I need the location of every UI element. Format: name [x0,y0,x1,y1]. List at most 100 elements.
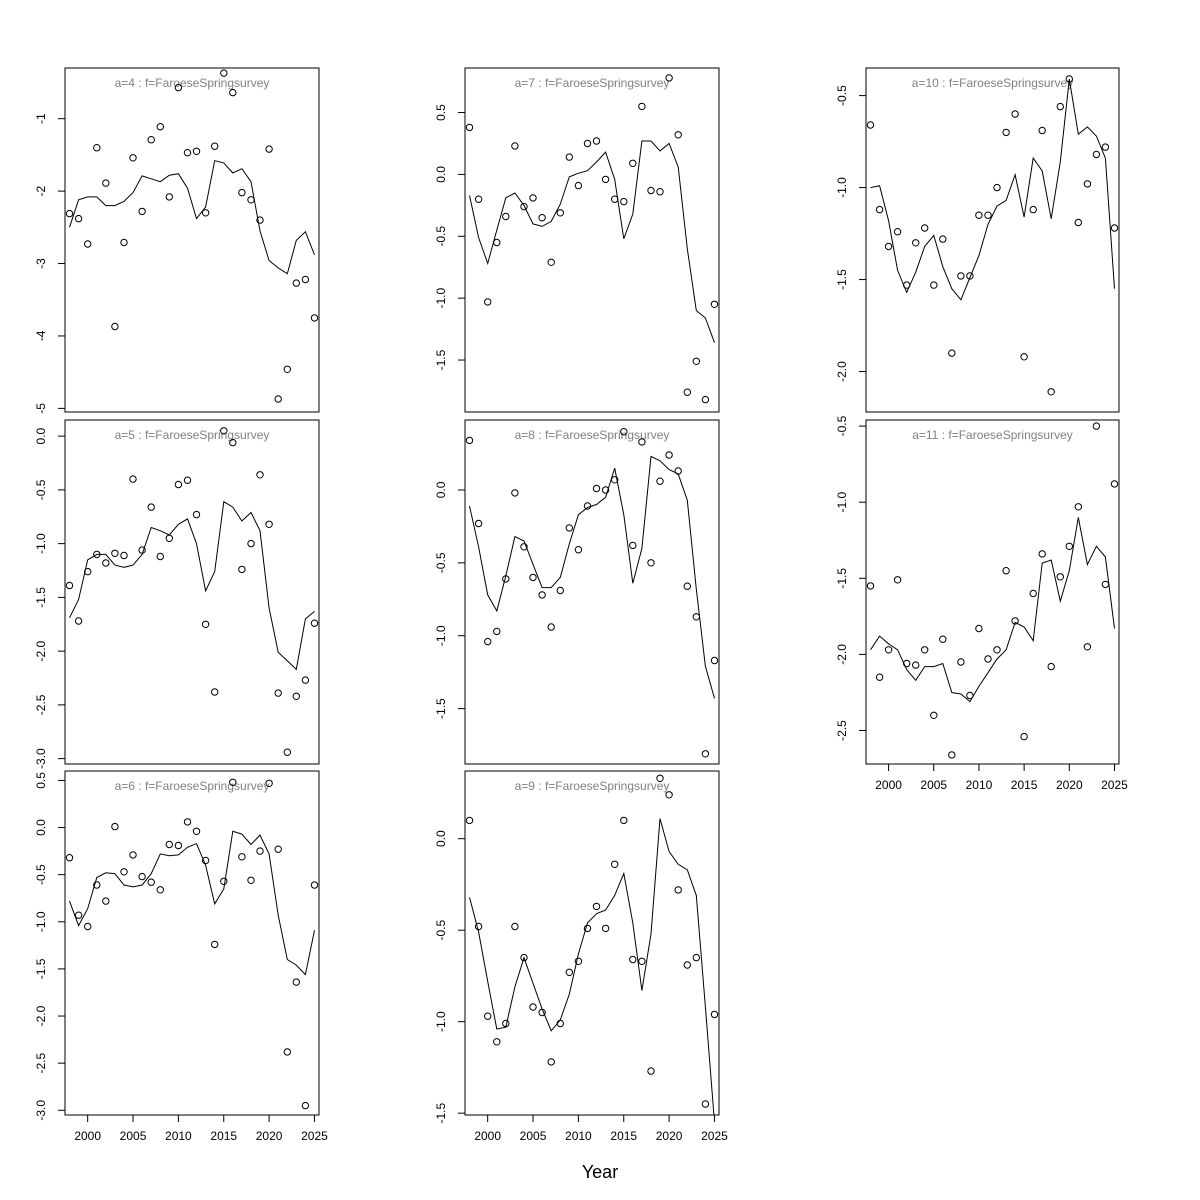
y-tick-label: -1.0 [34,911,48,932]
data-point [192,147,201,156]
y-tick-label: -2 [34,185,48,196]
data-point [674,886,682,894]
data-point [256,471,264,479]
y-tick-label: -4 [34,330,48,341]
data-point [710,656,719,665]
data-point [647,1067,655,1075]
data-point [930,281,938,289]
panel-title: a=10 : f=FaroeseSpringsurvey [912,76,1073,90]
data-point [683,582,691,590]
data-point [238,188,246,197]
x-tick-label: 2025 [701,1129,728,1143]
fitted-line [469,818,715,1115]
fitted-line [469,140,715,343]
data-point [111,549,119,557]
data-point [93,144,101,152]
y-tick-label: 0.0 [434,481,448,498]
data-point [192,827,201,835]
plot-frame [464,67,720,413]
plot-area [866,422,1119,759]
data-point [220,877,228,885]
data-point [939,635,947,643]
plot-frame [865,419,1120,765]
data-point [574,957,583,965]
data-point [1002,128,1010,137]
data-point [710,300,719,308]
y-tick-label: -0.5 [434,226,448,247]
data-point [65,209,74,218]
data-point [556,586,564,595]
data-point [547,623,555,631]
data-point [957,272,965,280]
data-point [692,953,700,962]
data-point [138,872,146,881]
data-point [502,212,510,221]
data-point [975,624,983,633]
data-point [174,480,183,489]
data-point [993,183,1001,192]
data-point [1110,224,1119,232]
data-point [465,123,474,132]
data-point [529,194,537,202]
data-point [74,617,83,625]
data-point [301,676,310,684]
x-tick-label: 2015 [210,1129,237,1143]
y-tick-label: 0.0 [434,166,448,183]
y-tick-label: -2.0 [835,361,849,382]
data-point [147,878,155,886]
data-point [65,854,74,862]
data-point [102,897,110,905]
data-point [547,1058,555,1066]
data-point [484,298,492,306]
data-point [229,778,237,786]
data-point [201,856,210,865]
data-point [511,489,519,497]
data-point [547,258,555,266]
data-point [147,503,155,511]
data-point [156,886,165,894]
data-point [683,961,691,969]
panel-a5: a=5 : f=FaroeseSpringsurvey 0.0 -0.5 -1.0 -1… [34,419,320,769]
data-point [620,197,628,206]
data-point [656,188,664,196]
data-point [893,576,902,584]
data-point [65,581,74,590]
data-point [183,149,192,157]
data-point [484,637,492,646]
data-point [220,69,228,77]
data-point [1020,732,1028,741]
data-point [592,902,601,911]
data-point [520,953,528,962]
data-point [656,477,664,485]
data-point [256,216,264,224]
data-point [511,922,519,931]
y-tick-label: -3 [34,258,48,269]
data-point [683,388,691,396]
x-tick-label: 2005 [520,1129,547,1143]
data-point [574,546,583,554]
data-point [220,427,228,435]
y-tick-label: -1.0 [434,1011,448,1032]
data-point [493,238,501,247]
data-point [301,275,310,284]
data-point [93,881,101,889]
data-point [301,1101,310,1110]
data-point [601,924,610,933]
y-tick-label: -2.0 [34,640,48,661]
data-point [948,349,956,357]
panel-title: a=9 : f=FaroeseSpringsurvey [515,779,670,793]
data-point [601,486,610,494]
data-point [256,847,264,855]
data-point [939,235,947,243]
x-tick-label: 2000 [875,778,902,792]
y-tick-label: -2.5 [835,720,849,741]
data-point [574,181,583,190]
x-tick-label: 2000 [74,1129,101,1143]
plot-frame [865,67,1120,413]
data-point [1056,573,1065,581]
x-tick-label: 2005 [120,1129,147,1143]
plot-frame [64,67,320,413]
data-point [265,520,273,528]
data-point [183,476,192,484]
data-point [620,816,628,825]
